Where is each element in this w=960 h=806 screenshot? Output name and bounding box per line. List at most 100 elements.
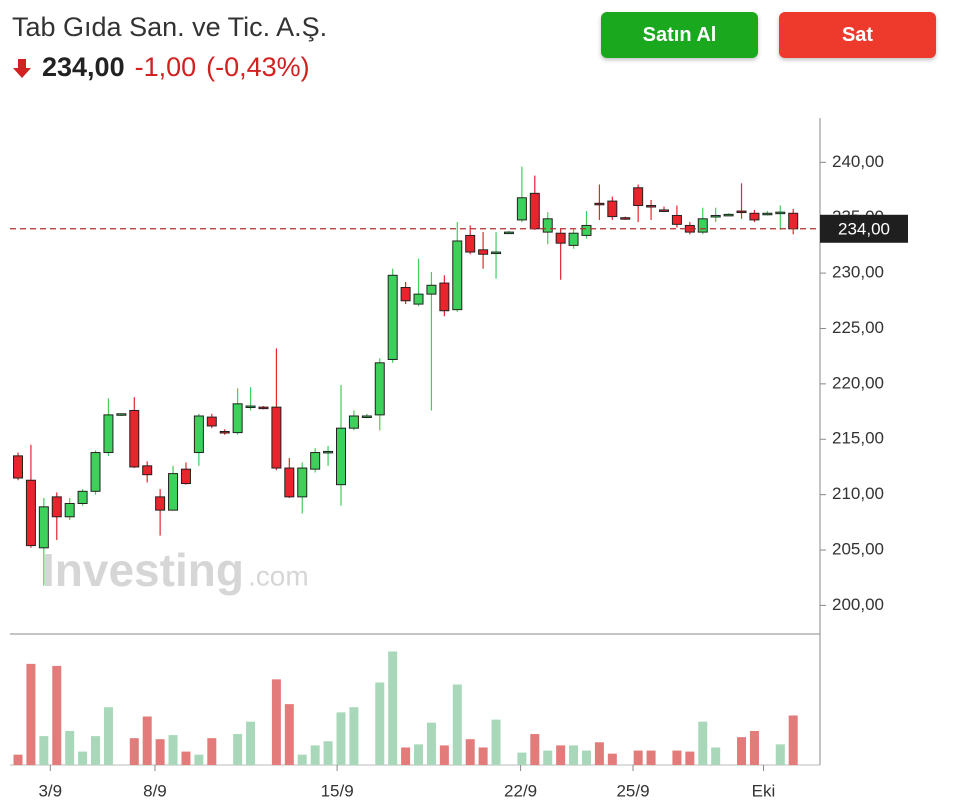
current-price-label: 234,00 (838, 219, 890, 238)
candle-body (297, 467, 308, 498)
y-tick-label: 205,00 (832, 540, 884, 559)
candle-body (258, 406, 269, 410)
price-row: 234,00 -1,00 (-0,43%) (12, 52, 310, 83)
candle-body (697, 218, 708, 233)
candle-body (129, 409, 140, 468)
volume-bar (375, 682, 385, 765)
candle-body (723, 213, 734, 217)
volume-bar (685, 751, 695, 765)
candle-body (749, 212, 760, 221)
volume-bar (323, 741, 333, 765)
volume-bar (646, 750, 656, 765)
candle-body (155, 496, 166, 511)
volume-bar (246, 721, 256, 765)
watermark: Investing (42, 544, 244, 596)
volume-bar (607, 753, 617, 765)
volume-bar (737, 737, 747, 765)
candle-body (77, 490, 88, 505)
y-tick-label: 220,00 (832, 373, 884, 392)
y-tick-label: 240,00 (832, 152, 884, 171)
x-tick-label: 22/9 (504, 781, 537, 800)
y-tick-label: 210,00 (832, 484, 884, 503)
candle-body (465, 234, 476, 253)
buy-button[interactable]: Satın Al (601, 12, 758, 58)
candle-body (555, 232, 566, 244)
stock-title: Tab Gıda San. ve Tic. A.Ş. (12, 12, 328, 42)
candle-body (361, 415, 372, 418)
candle-body (284, 467, 295, 498)
candle-body (374, 362, 385, 416)
volume-bar (78, 751, 88, 765)
candle-body (90, 452, 101, 492)
price: 234,00 (42, 52, 125, 82)
volume-bar (491, 719, 501, 765)
candle-body (581, 224, 592, 236)
volume-bar (91, 736, 101, 765)
volume-bar (271, 679, 281, 765)
volume-bar (207, 738, 217, 765)
x-tick-label: 15/9 (321, 781, 354, 800)
volume-bar (129, 738, 139, 765)
volume-bar (672, 750, 682, 765)
volume-bar (543, 750, 553, 765)
candle-body (310, 452, 321, 470)
candle-body (219, 430, 230, 434)
candle-body (478, 249, 489, 255)
volume-bar (284, 704, 294, 765)
volume-bar (439, 745, 449, 765)
volume-bar (426, 722, 436, 765)
candle-body (529, 192, 540, 230)
candle-body (594, 202, 605, 206)
candle-body (491, 251, 502, 255)
x-tick-label: 8/9 (143, 781, 167, 800)
sell-button[interactable]: Sat (779, 12, 936, 58)
candle-body (684, 224, 695, 233)
volume-bar (517, 752, 527, 765)
volume-bar (401, 747, 411, 765)
y-tick-label: 215,00 (832, 429, 884, 448)
volume-bar (168, 735, 178, 765)
volume-bar (52, 665, 62, 765)
volume-bar (530, 734, 540, 765)
candle-body (271, 406, 282, 469)
candle-body (116, 413, 127, 416)
candle-body (710, 214, 721, 218)
candle-body (348, 415, 359, 429)
candle-body (38, 506, 49, 549)
candle-body (180, 468, 191, 485)
candle-body (646, 205, 657, 208)
candle-body (400, 286, 411, 302)
volume-bar (581, 750, 591, 765)
volume-bar (142, 716, 152, 765)
candle-body (13, 455, 23, 479)
volume-bar (65, 730, 75, 765)
volume-bar (155, 739, 165, 765)
candle-body (503, 231, 514, 235)
volume-bar (349, 707, 359, 765)
volume-bar (414, 744, 424, 765)
y-tick-label: 200,00 (832, 595, 884, 614)
candle-body (439, 282, 450, 312)
volume-bar (336, 712, 346, 765)
candle-body (232, 403, 243, 434)
candle-body (336, 427, 346, 486)
candle-body (633, 187, 644, 207)
volume-bar (698, 721, 708, 765)
candle-body (568, 232, 579, 246)
current-price-box (820, 214, 908, 243)
candle-body (206, 416, 217, 427)
candle-body (387, 274, 398, 360)
candle-body (51, 496, 62, 518)
candle-body (775, 211, 786, 215)
candle-body (64, 503, 75, 518)
candle-body (452, 240, 463, 311)
candle-body (426, 284, 437, 295)
volume-bar (478, 747, 488, 765)
y-tick-label: 230,00 (832, 263, 884, 282)
candle-body (607, 200, 618, 218)
candle-body (736, 210, 747, 214)
candle-body (168, 473, 179, 511)
candle-body (620, 217, 631, 220)
volume-bar (297, 754, 307, 765)
